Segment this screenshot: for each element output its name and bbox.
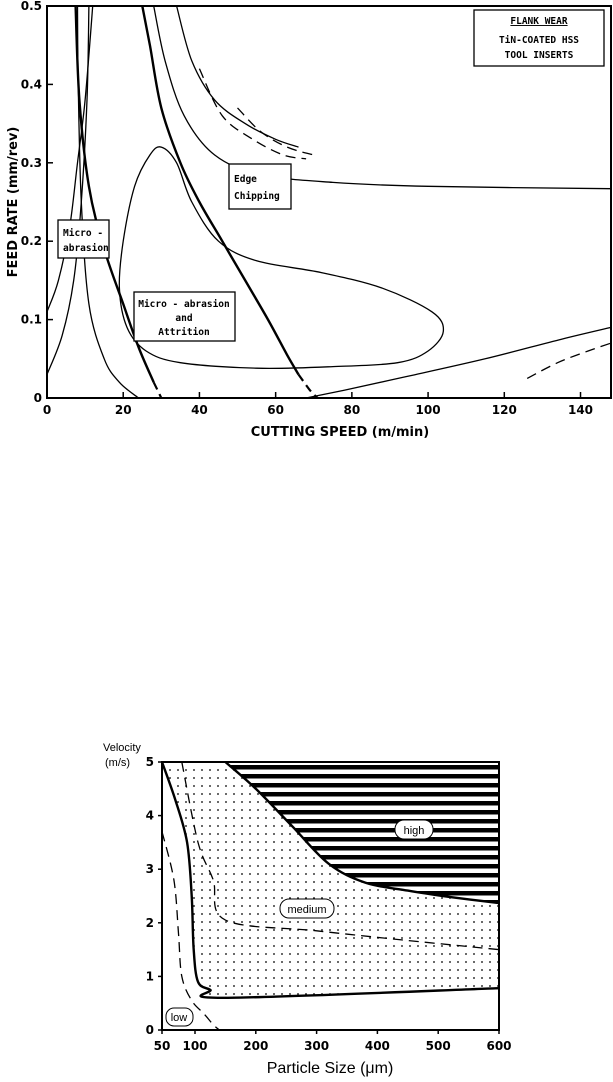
chart2-y-tick-label: 3 [146, 862, 154, 876]
region-label-box-micro-abrasion [57, 219, 110, 259]
chart2-boundary-curve-3 [181, 762, 499, 951]
region-label-high: high [404, 825, 425, 837]
chart2-x-tick-label: 200 [243, 1039, 268, 1053]
chart1-title-box [473, 9, 605, 67]
chart2-x-tick-label: 100 [182, 1039, 207, 1053]
chart1-x-tick-label: 100 [416, 403, 441, 417]
region-label-edge-chipping-line-1: Edge [234, 174, 257, 185]
chart2-x-axis-label: Particle Size (μm) [267, 1060, 394, 1077]
region-label-attrition-line-3: Attrition [158, 327, 209, 338]
chart1-boundary-curve-2 [46, 5, 90, 375]
chart2-boundary-curve-2 [224, 762, 499, 905]
chart1-x-tick-label: 60 [267, 403, 284, 417]
chart1-y-tick-label: 0 [34, 391, 42, 405]
chart1-y-tick-label: 0.5 [21, 0, 42, 13]
chart1-y-tick-label: 0.1 [21, 313, 42, 327]
chart1-subtitle-line-1: TiN-COATED HSS [499, 35, 579, 46]
chart1-boundary-curve-7 [297, 373, 319, 399]
chart2-y-tick-label: 5 [146, 755, 154, 769]
chart1-boundary-curve-12 [118, 146, 445, 370]
chart2-y-axis-label-line-1: Velocity [103, 742, 141, 754]
region-label-box-edge-chipping [228, 163, 292, 210]
chart1-x-tick-label: 20 [115, 403, 132, 417]
chart2-x-tick-label: 600 [486, 1039, 511, 1053]
chart1-x-tick-label: 0 [43, 403, 51, 417]
chart2-x-tick-label: 500 [426, 1039, 451, 1053]
chart1-boundary-curve-9 [175, 5, 299, 148]
chart2-boundary-curve-1 [162, 762, 499, 1000]
chart1-y-tick-label: 0.3 [21, 156, 42, 170]
region-label-micro-abrasion-line-1: Micro - [63, 228, 103, 239]
region-label-edge-chipping-line-2: Chipping [234, 191, 280, 202]
region-label-box-high [394, 819, 434, 840]
chart1: 0 0.1 0.2 0.3 0.4 0.5 0 20 40 60 80 100 120 140 FEED… [6, 0, 612, 440]
chart1-x-axis-label: CUTTING SPEED (m/min) [251, 425, 429, 440]
chart1-x-tick-label: 80 [344, 403, 361, 417]
chart1-y-axis-label: FEED RATE (mm/rev) [6, 127, 21, 278]
region-label-box-micro-abrasion-attrition [133, 291, 236, 342]
chart1-x-tick-label: 40 [191, 403, 208, 417]
chart2-y-tick-label: 4 [146, 809, 154, 823]
chart1-boundary-curve-13 [305, 326, 612, 399]
region-label-box-medium [279, 898, 335, 919]
region-label-micro-abrasion-line-2: abrasion [63, 243, 109, 254]
region-label-attrition-line-2: and [175, 313, 192, 324]
chart1-boundary-curve-1 [76, 5, 139, 399]
chart1-subtitle-line-2: TOOL INSERTS [505, 50, 574, 61]
chart1-boundary-curve-6 [141, 5, 300, 376]
chart1-x-tick-label: 140 [568, 403, 593, 417]
region-high-fill [225, 762, 499, 903]
chart2-plot-frame [161, 761, 500, 1031]
chart1-boundary-curve-11 [237, 107, 314, 156]
chart1-y-tick-label: 0.4 [21, 77, 42, 91]
chart1-boundary-curve-5 [152, 381, 163, 399]
chart2-y-axis-label-line-2: (m/s) [105, 757, 130, 769]
chart2-y-tick-label: 1 [146, 969, 154, 983]
region-label-medium: medium [287, 904, 326, 916]
chart1-plot-frame [46, 5, 612, 399]
chart1-y-tick-label: 0.2 [21, 234, 42, 248]
chart1-x-tick-label: 120 [492, 403, 517, 417]
chart1-boundary-curve-14 [526, 342, 612, 379]
region-label-low: low [171, 1012, 188, 1024]
region-label-attrition-line-1: Micro - abrasion [138, 299, 230, 310]
chart1-title: FLANK WEAR [510, 16, 567, 27]
chart2-x-tick-label: 50 [154, 1039, 171, 1053]
chart2-x-tick-label: 300 [304, 1039, 329, 1053]
chart2-y-tick-label: 2 [146, 916, 154, 930]
chart2: 0 1 2 3 4 5 50 100 200 300 400 500 600 Velocity (m/… [103, 742, 512, 1077]
chart1-boundary-curve-3 [46, 5, 94, 313]
chart1-boundary-curve-10 [198, 68, 307, 160]
chart2-boundary-curve-4 [162, 831, 220, 1030]
region-label-box-low [165, 1007, 194, 1027]
chart2-x-tick-label: 400 [365, 1039, 390, 1053]
chart2-y-tick-label: 0 [146, 1023, 154, 1037]
